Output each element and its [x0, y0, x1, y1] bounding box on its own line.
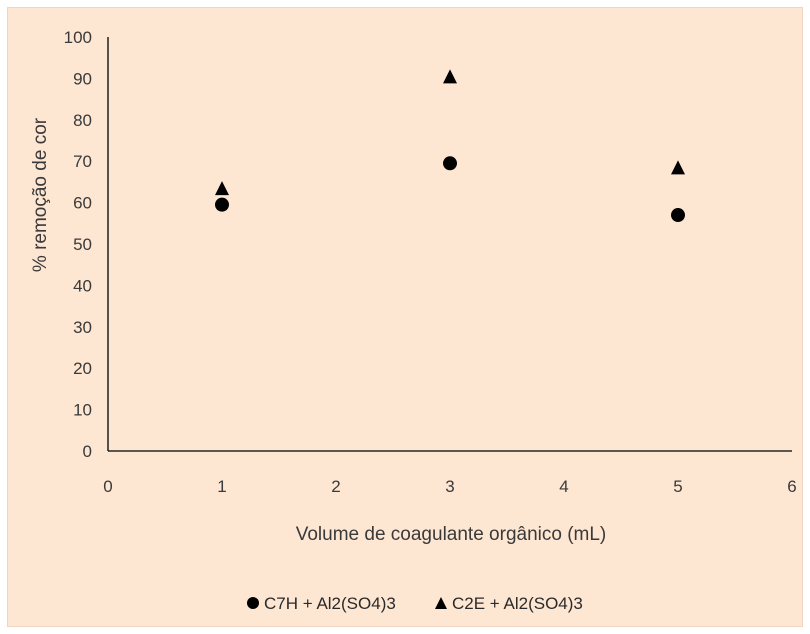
y-tick-label: 80 — [73, 111, 92, 130]
circle-point-0-0 — [215, 197, 229, 212]
y-tick-label: 20 — [73, 359, 92, 378]
y-tick-label: 100 — [64, 28, 92, 47]
y-tick-label: 30 — [73, 318, 92, 337]
x-tick-label: 6 — [787, 477, 796, 496]
y-tick-label: 70 — [73, 152, 92, 171]
legend-circle-icon — [247, 597, 259, 609]
legend-label: C2E + Al2(SO4)3 — [452, 594, 583, 613]
triangle-point-1-0 — [215, 181, 229, 196]
y-tick-label: 60 — [73, 194, 92, 213]
axes — [107, 37, 792, 452]
y-tick-label: 90 — [73, 69, 92, 88]
legend-triangle-icon — [435, 597, 447, 609]
triangle-point-1-1 — [443, 69, 457, 84]
data-points — [215, 69, 685, 223]
x-tick-label: 3 — [445, 477, 454, 496]
triangle-point-1-2 — [671, 160, 685, 175]
y-tick-labels: 0 10 20 30 40 50 60 70 80 90 100 — [64, 28, 92, 461]
x-tick-label: 0 — [103, 477, 112, 496]
y-tick-label: 50 — [73, 235, 92, 254]
circle-point-0-2 — [671, 208, 685, 223]
x-axis-title: Volume de coagulante orgânico (mL) — [296, 524, 607, 545]
y-axis-title: % remoção de cor — [30, 117, 51, 272]
scatter-chart: 0 10 20 30 40 50 60 70 80 90 100 0 1 2 3 4 5 6 % remoção… — [30, 28, 797, 613]
x-tick-labels: 0 1 2 3 4 5 6 — [103, 477, 796, 496]
x-tick-label: 2 — [331, 477, 340, 496]
x-tick-label: 1 — [217, 477, 226, 496]
x-tick-label: 4 — [559, 477, 568, 496]
legend: C7H + Al2(SO4)3 C2E + Al2(SO4)3 — [247, 594, 583, 613]
circle-point-0-1 — [443, 156, 457, 171]
legend-label: C7H + Al2(SO4)3 — [264, 594, 396, 613]
y-tick-label: 10 — [73, 401, 92, 420]
y-tick-label: 40 — [73, 276, 92, 295]
y-tick-label: 0 — [83, 442, 92, 461]
chart-area: 0 10 20 30 40 50 60 70 80 90 100 0 1 2 3 4 5 6 % remoção… — [7, 7, 803, 627]
x-tick-label: 5 — [673, 477, 682, 496]
